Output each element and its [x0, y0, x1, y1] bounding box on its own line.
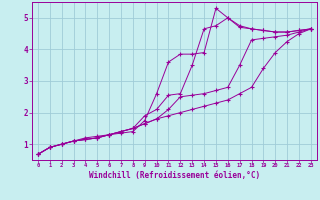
X-axis label: Windchill (Refroidissement éolien,°C): Windchill (Refroidissement éolien,°C) — [89, 171, 260, 180]
